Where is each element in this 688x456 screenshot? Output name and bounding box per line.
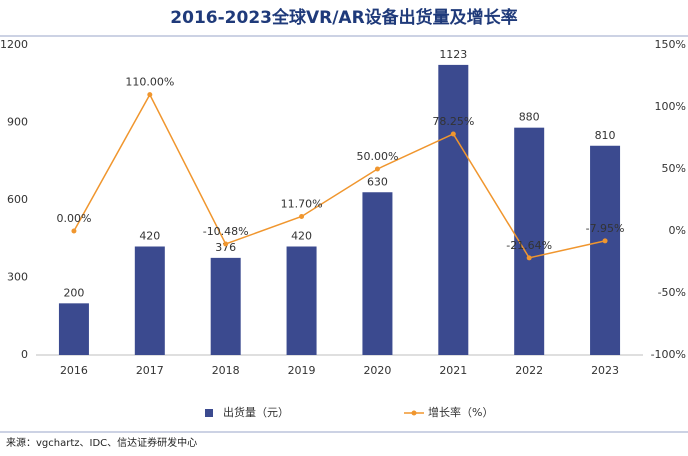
bar-label: 880 [519, 111, 540, 124]
bar-label: 630 [367, 175, 388, 188]
line-point [299, 213, 305, 219]
line-label: 0.00% [56, 212, 91, 225]
y-tick-label: 300 [7, 271, 28, 284]
y2-tick-label: -50% [658, 286, 686, 299]
bar [58, 303, 89, 355]
line-label: -7.95% [586, 222, 625, 235]
x-tick-label: 2023 [591, 364, 619, 377]
bar [590, 145, 621, 355]
y-tick-label: 600 [7, 193, 28, 206]
y2-tick-label: 100% [655, 100, 686, 113]
bar [210, 257, 241, 355]
x-tick-label: 2016 [60, 364, 88, 377]
line-point [147, 92, 153, 98]
y2-tick-label: 150% [655, 38, 686, 51]
line-label: -10.48% [203, 225, 249, 238]
y2-tick-label: -100% [651, 348, 686, 361]
line-label: -21.64% [506, 239, 552, 252]
x-tick-label: 2018 [212, 364, 240, 377]
source: 来源：vgchartz、IDC、信达证券研发中心 [6, 436, 197, 449]
line-point [526, 255, 532, 261]
chart-title: 2016-2023全球VR/AR设备出货量及增长率 [170, 7, 517, 28]
x-tick-label: 2022 [515, 364, 543, 377]
legend-label: 增长率（%） [428, 405, 493, 419]
line-point [374, 166, 380, 172]
line-label: 110.00% [125, 76, 174, 89]
bar [438, 64, 469, 356]
legend-label: 出货量（元） [223, 405, 289, 419]
y-tick-label: 0 [21, 348, 28, 361]
line-point [223, 241, 229, 247]
line-label: 11.70% [281, 197, 323, 210]
legend-swatch [411, 410, 417, 416]
bar-label: 1123 [439, 48, 467, 61]
line-point [71, 228, 77, 234]
bar-label: 420 [291, 230, 312, 243]
y-tick-label: 1200 [0, 38, 28, 51]
x-tick-label: 2019 [288, 364, 316, 377]
line [73, 93, 606, 259]
y2-tick-label: 0% [669, 224, 686, 237]
bar [286, 246, 317, 355]
bar [362, 192, 393, 355]
x-tick-label: 2020 [363, 364, 391, 377]
line-label: 78.25% [432, 115, 474, 128]
bar [134, 246, 165, 355]
line-point [450, 131, 456, 137]
bar-label: 810 [595, 129, 616, 142]
x-tick-label: 2017 [136, 364, 164, 377]
bar-label: 200 [63, 286, 84, 299]
line-label: 50.00% [356, 150, 398, 163]
x-tick-label: 2021 [439, 364, 467, 377]
bar-label: 420 [139, 230, 160, 243]
y2-tick-label: 50% [662, 162, 686, 175]
line-point [602, 238, 608, 244]
bar-label: 376 [215, 241, 236, 254]
legend-swatch [205, 409, 213, 417]
y-tick-label: 900 [7, 116, 28, 129]
